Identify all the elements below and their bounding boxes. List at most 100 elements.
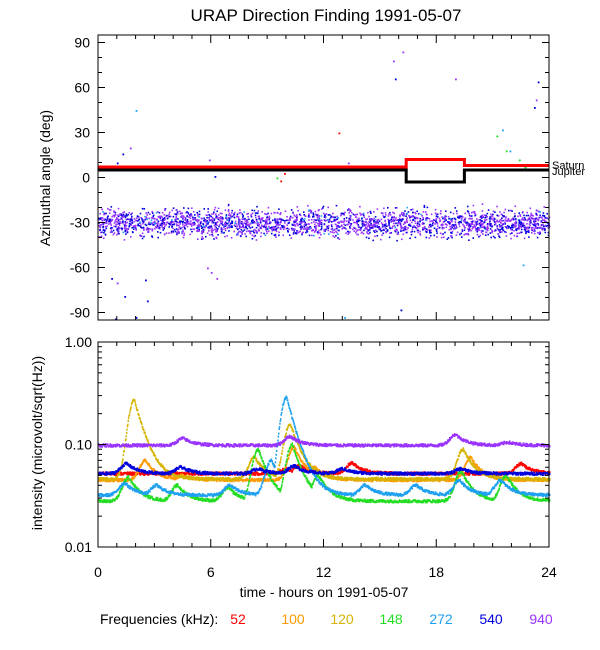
angle-scatter-point <box>170 224 172 226</box>
angle-scatter-point <box>374 231 376 233</box>
angle-scatter-point <box>117 215 120 218</box>
angle-scatter-point <box>298 230 301 233</box>
angle-scatter-point <box>102 237 105 240</box>
angle-scatter-point <box>231 215 233 218</box>
angle-scatter-point <box>357 225 360 228</box>
angle-scatter-point <box>350 211 353 214</box>
angle-scatter-point <box>308 213 310 215</box>
angle-scatter-point <box>532 224 535 226</box>
angle-scatter-point <box>156 218 158 221</box>
intensity-point <box>99 477 102 480</box>
angle-scatter-point <box>157 215 160 218</box>
angle-scatter-point <box>492 213 494 216</box>
angle-scatter-point <box>157 223 159 225</box>
angle-scatter-point <box>277 212 279 214</box>
angle-scatter-point <box>433 227 436 229</box>
angle-scatter-point <box>504 231 506 233</box>
angle-scatter-point <box>396 233 399 235</box>
angle-scatter-point <box>544 217 547 219</box>
angle-scatter-point <box>265 217 268 219</box>
intensity-point <box>133 476 136 479</box>
angle-scatter-point <box>500 213 503 216</box>
angle-scatter-point <box>112 229 115 232</box>
angle-scatter-point <box>224 229 227 232</box>
intensity-point <box>471 456 473 459</box>
angle-scatter-point <box>388 224 390 226</box>
angle-scatter-point <box>396 219 399 221</box>
angle-scatter-point <box>164 225 166 228</box>
angle-scatter-point <box>361 213 363 215</box>
angle-scatter-point <box>470 221 473 223</box>
angle-scatter-point <box>472 211 475 213</box>
angle-scatter-point <box>309 227 311 230</box>
angle-scatter-point <box>393 215 395 218</box>
angle-scatter-point <box>225 217 227 219</box>
angle-scatter-point <box>161 211 164 214</box>
intensity-point <box>142 473 145 476</box>
angle-scatter-point <box>481 224 483 226</box>
angle-scatter-point <box>117 231 120 234</box>
angle-scatter-point <box>216 224 218 227</box>
angle-scatter-point <box>197 221 199 223</box>
angle-scatter-point <box>312 216 314 218</box>
angle-scatter-point <box>372 227 374 229</box>
angle-scatter-point <box>196 225 199 227</box>
angle-scatter-point <box>281 226 284 228</box>
angle-scatter-point <box>242 226 245 228</box>
angle-scatter-point <box>544 220 546 222</box>
angle-scatter-point <box>415 216 418 219</box>
angle-scatter-point <box>491 231 493 234</box>
angle-scatter-point <box>390 221 392 223</box>
angle-scatter-point <box>320 225 323 228</box>
angle-scatter-point <box>279 223 281 226</box>
angle-scatter-point <box>425 228 428 230</box>
angle-scatter-point <box>403 215 405 217</box>
angle-scatter-point <box>383 229 385 231</box>
angle-scatter-point <box>474 226 476 228</box>
angle-scatter-point <box>254 221 256 224</box>
angle-scatter-point <box>419 232 421 235</box>
intensity-point <box>347 465 349 468</box>
angle-scatter-point <box>448 218 450 220</box>
angle-scatter-point <box>445 210 447 212</box>
angle-scatter-point <box>300 228 302 230</box>
intensity-point <box>520 463 522 466</box>
angle-scatter-point <box>413 216 416 218</box>
angle-scatter-point <box>499 230 501 232</box>
angle-scatter-point <box>166 214 168 217</box>
angle-scatter-point <box>314 223 316 226</box>
angle-scatter-point <box>442 223 444 226</box>
intensity-point <box>141 461 144 464</box>
angle-scatter-point <box>168 226 170 228</box>
angle-scatter-point <box>216 217 219 219</box>
angle-scatter-point <box>448 228 451 231</box>
angle-scatter-point <box>315 213 317 216</box>
angle-scatter-point <box>488 217 491 220</box>
angle-scatter-point <box>363 214 365 217</box>
angle-scatter-point <box>388 225 391 227</box>
angle-scatter-point <box>100 217 102 219</box>
intensity-point <box>127 472 130 475</box>
angle-scatter-point <box>238 223 241 226</box>
angle-scatter-point <box>160 224 162 227</box>
angle-scatter-point <box>422 226 424 229</box>
angle-scatter-point <box>171 209 174 212</box>
angle-scatter-point <box>528 216 531 219</box>
angle-scatter-point <box>430 220 433 222</box>
angle-scatter-point <box>255 218 258 221</box>
intensity-point <box>183 471 185 474</box>
angle-scatter-point <box>260 232 263 234</box>
intensity-point <box>364 468 366 471</box>
intensity-point <box>257 479 259 482</box>
angle-scatter-point <box>409 225 412 227</box>
angle-scatter-point <box>137 215 139 218</box>
angle-scatter-point <box>257 210 259 212</box>
angle-scatter-point <box>484 228 487 231</box>
intensity-point <box>464 465 466 468</box>
intensity-point <box>285 465 287 468</box>
intensity-point <box>260 479 263 482</box>
angle-scatter-point <box>112 214 115 217</box>
angle-scatter-point <box>270 232 273 235</box>
intensity-point <box>495 477 497 480</box>
intensity-point <box>452 480 454 482</box>
